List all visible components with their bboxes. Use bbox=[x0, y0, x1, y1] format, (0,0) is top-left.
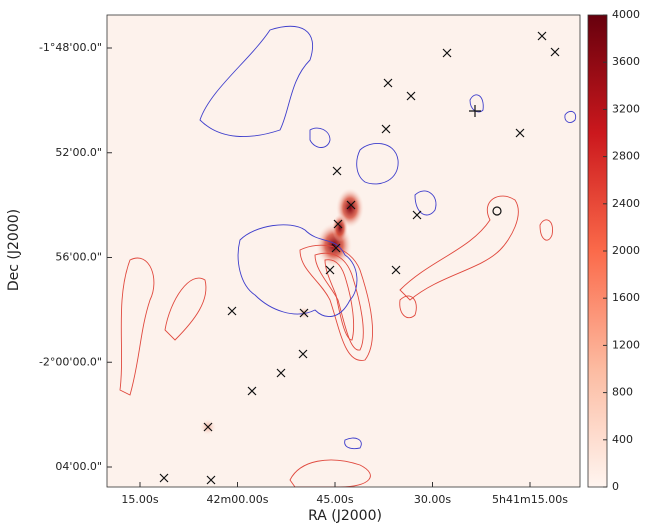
x-tick-label: 42m00.00s bbox=[207, 493, 269, 506]
x-axis-label: RA (J2000) bbox=[308, 508, 382, 524]
colorbar-tick-label: 400 bbox=[612, 433, 633, 446]
colorbar-tick-label: 1600 bbox=[612, 291, 640, 304]
y-tick-label: 04'00.0" bbox=[55, 460, 102, 473]
y-tick-label: 52'00.0" bbox=[55, 146, 102, 159]
chart: RA (J2000) Dec (J2000) 15.00s 42m00.00s 45… bbox=[0, 0, 650, 525]
y-tick-label: -1°48'00.0" bbox=[39, 41, 102, 54]
colorbar-tick-label: 0 bbox=[612, 480, 619, 493]
colorbar-tick-label: 1200 bbox=[612, 338, 640, 351]
x-tick-label: 30.00s bbox=[414, 493, 451, 506]
image bbox=[107, 15, 580, 487]
colorbar-tick-label: 2400 bbox=[612, 197, 640, 210]
y-tick-label: -2°00'00.0" bbox=[39, 355, 102, 368]
x-tick-label: 45.00s bbox=[316, 493, 353, 506]
y-axis-label: Dec (J2000) bbox=[6, 209, 22, 291]
colorbar-tick-label: 2000 bbox=[612, 244, 640, 257]
x-tick-label: 5h41m15.00s bbox=[492, 493, 568, 506]
y-tick-label: 56'00.0" bbox=[55, 251, 102, 264]
colorbar-tick-label: 4000 bbox=[612, 8, 640, 21]
x-tick-label: 15.00s bbox=[121, 493, 158, 506]
colorbar-tick-label: 3600 bbox=[612, 55, 640, 68]
colorbar-tick-label: 2800 bbox=[612, 150, 640, 163]
colorbar-tick-label: 800 bbox=[612, 386, 633, 399]
colorbar-tick-label: 3200 bbox=[612, 102, 640, 115]
